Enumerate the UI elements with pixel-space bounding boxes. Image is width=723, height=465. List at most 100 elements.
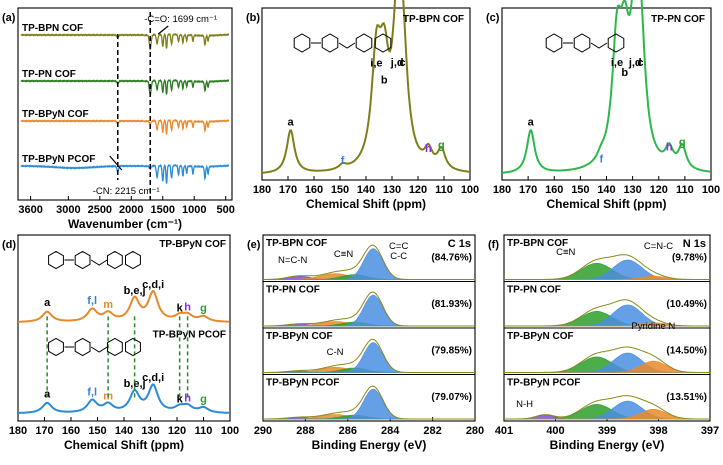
series-label-f: TP-BPN COF — [507, 238, 568, 249]
phenyl-ring — [355, 33, 373, 53]
x-tick-label-b: 180 — [253, 184, 271, 196]
x-tick-label-b: 170 — [279, 184, 297, 196]
peak-label-c: b — [621, 67, 628, 79]
panel-frame-a — [17, 7, 233, 201]
peak-label-c: a — [528, 116, 535, 128]
peak-label-c: i,e — [611, 57, 623, 69]
vinylene-bond — [90, 346, 108, 353]
vinylene-bond — [338, 42, 356, 49]
peak-label-c: j,d — [628, 57, 642, 69]
component-label-f: Pyridine N — [631, 321, 675, 332]
x-tick-label-d: 110 — [195, 425, 213, 437]
x-tick-label-a: 1500 — [151, 204, 175, 216]
x-tick-label-e: 288 — [296, 425, 314, 437]
x-tick-label-e: 282 — [423, 425, 441, 437]
molecule-sketch-c — [545, 33, 625, 53]
nmr-line-d — [18, 383, 229, 414]
peak-label-d: c,d,i — [142, 372, 164, 384]
x-tick-label-c: 100 — [702, 184, 720, 196]
x-tick-label-c: 150 — [571, 184, 589, 196]
peak-label-d: f,l — [87, 386, 97, 398]
x-tick-label-c: 160 — [545, 184, 563, 196]
x-tick-label-a: 3600 — [18, 204, 42, 216]
series-label-e: TP-BPN COF — [266, 238, 327, 249]
peak-label-b: g — [438, 140, 445, 152]
phenyl-ring — [74, 250, 91, 270]
x-tick-label-d: 180 — [9, 425, 27, 437]
x-axis-label-f: Binding Energy (eV) — [550, 438, 665, 452]
series-label-a: TP-BPN COF — [22, 23, 83, 34]
series-label-f: TP-BPyN COF — [507, 331, 574, 342]
xps-envelope-e — [263, 385, 475, 420]
panel-label-e: (e) — [247, 239, 261, 251]
xps-envelope-e — [263, 291, 475, 327]
series-label-a: TP-BPyN PCOF — [22, 154, 95, 165]
peak-label-c: f — [599, 154, 603, 166]
ftir-line-tp-bpyn-pcof — [20, 163, 230, 184]
series-label-f: TP-BPyN PCOF — [507, 378, 580, 389]
ftir-line-tp-bpyn-cof — [20, 118, 230, 135]
series-label-e: TP-BPyN PCOF — [266, 378, 339, 389]
component-label-e: C-C — [390, 251, 407, 262]
x-tick-label-d: 170 — [35, 425, 53, 437]
series-label-a: TP-BPyN COF — [22, 109, 89, 120]
peak-label-b: b — [381, 75, 388, 87]
peak-label-d: h — [184, 301, 191, 313]
arrow-co — [157, 25, 169, 35]
x-tick-label-f: 401 — [495, 425, 513, 437]
nmr-line-b — [261, 0, 470, 174]
component-label-e: C-N — [327, 347, 344, 358]
x-tick-label-a: 2500 — [88, 204, 112, 216]
percent-label-e: (84.76%) — [431, 253, 472, 264]
peak-label-b: j,d — [390, 57, 404, 69]
percent-label-f: (13.51%) — [666, 392, 707, 403]
phenyl-ring — [374, 33, 392, 53]
x-tick-label-f: 397 — [701, 425, 719, 437]
xps-envelope-f — [504, 395, 710, 420]
series-label-d: TP-BPyN COF — [159, 239, 226, 250]
percent-label-f: (10.49%) — [666, 299, 707, 310]
percent-label-f: (14.50%) — [666, 346, 707, 357]
x-tick-label-f: 398 — [649, 425, 667, 437]
panel-label-d: (d) — [2, 239, 16, 251]
phenyl-ring — [321, 33, 339, 53]
x-tick-label-b: 130 — [383, 184, 401, 196]
panel-frame-c — [501, 7, 712, 181]
peak-label-b: a — [288, 116, 295, 128]
panel-label-a: (a) — [2, 12, 16, 24]
xps-envelope-e — [263, 244, 475, 280]
x-tick-label-c: 120 — [650, 184, 668, 196]
x-tick-label-c: 110 — [676, 184, 694, 196]
xps-envelope-e — [263, 338, 475, 373]
phenyl-ring — [125, 337, 141, 357]
peak-label-c: g — [679, 137, 686, 149]
x-tick-label-b: 160 — [305, 184, 323, 196]
x-tick-label-a: 500 — [217, 204, 235, 216]
peak-label-d: k — [177, 302, 184, 314]
x-tick-label-c: 130 — [623, 184, 641, 196]
x-tick-label-e: 284 — [381, 425, 400, 437]
molecule-sketch-d1 — [48, 250, 141, 270]
peak-label-b: f — [341, 155, 345, 167]
x-tick-label-f: 399 — [598, 425, 616, 437]
phenyl-ring — [107, 337, 123, 357]
triazine-ring — [48, 337, 64, 357]
percent-label-e: (79.85%) — [431, 346, 472, 357]
series-label-d: TP-BPyN PCOF — [153, 329, 226, 340]
series-label-f: TP-PN COF — [507, 285, 561, 296]
x-tick-label-c: 170 — [519, 184, 537, 196]
series-label-a: TP-PN COF — [22, 69, 76, 80]
molecule-sketch-d2 — [48, 337, 141, 357]
x-tick-label-d: 150 — [88, 425, 106, 437]
peak-label-d: h — [184, 392, 191, 404]
xps-envelope-f — [504, 254, 710, 280]
peak-label-b: c — [399, 57, 405, 69]
panel-label-c: (c) — [486, 12, 500, 24]
panel-label-b: (b) — [246, 12, 260, 24]
ftir-line-tp-bpn-cof — [20, 32, 230, 51]
component-label-f: C=N-C — [644, 241, 673, 252]
x-tick-label-d: 100 — [221, 425, 239, 437]
peak-label-d: b,e,j — [124, 378, 146, 390]
phenyl-ring — [107, 250, 123, 270]
